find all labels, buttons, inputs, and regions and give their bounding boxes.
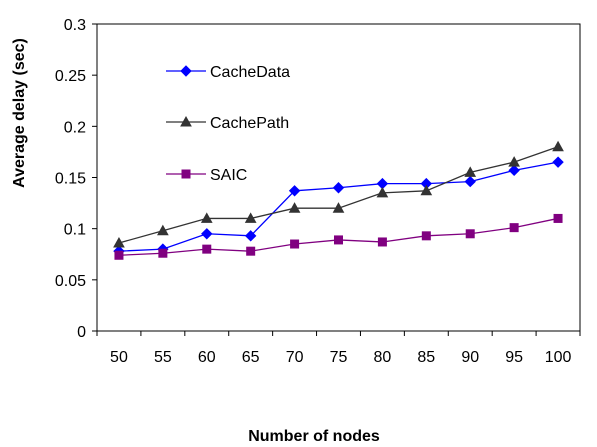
- x-tick-label: 60: [198, 349, 216, 366]
- x-tick-label: 70: [286, 349, 304, 366]
- legend-marker-saic: [181, 169, 191, 179]
- y-axis: 0 0.05 0.1 0.15 0.2 0.25 0.3: [55, 17, 97, 341]
- data-point-cachepath: [113, 236, 125, 248]
- series-layer: [113, 140, 564, 260]
- legend-item-cachepath: CachePath: [166, 115, 289, 132]
- y-axis-title: Average delay (sec): [11, 38, 28, 188]
- legend-label-cachedata: CacheData: [210, 64, 290, 81]
- y-tick-label: 0.15: [55, 171, 86, 188]
- x-tick-label: 90: [461, 349, 479, 366]
- data-point-saic: [334, 235, 343, 245]
- data-point-saic: [290, 239, 300, 249]
- y-tick-label: 0.1: [64, 222, 86, 239]
- x-tick-label: 95: [505, 349, 523, 366]
- x-tick-label: 100: [545, 349, 572, 366]
- data-point-cachepath: [244, 212, 257, 223]
- data-point-cachedata: [244, 230, 257, 242]
- data-point-cachepath: [332, 202, 345, 213]
- plot-frame: [96, 23, 581, 332]
- data-point-cachepath: [376, 186, 389, 198]
- x-axis: 50 55 60 65 70 75 80 85 90 95 100: [96, 331, 581, 366]
- data-point-saic: [158, 248, 168, 258]
- data-point-cachepath: [552, 140, 564, 152]
- data-point-cachepath: [464, 166, 477, 177]
- series-line-cachepath: [118, 146, 559, 244]
- legend-item-saic: SAIC: [166, 167, 247, 184]
- plot-area-border: [96, 23, 581, 332]
- data-point-saic: [509, 223, 519, 233]
- x-tick-label: 85: [417, 349, 435, 366]
- data-point-cachepath: [420, 184, 433, 196]
- y-tick-label: 0.2: [64, 119, 86, 136]
- data-point-saic: [246, 246, 256, 256]
- legend-marker-cachepath: [180, 115, 192, 127]
- data-point-cachepath: [200, 212, 213, 223]
- series-cachepath: [113, 140, 564, 248]
- y-tick-label: 0.25: [55, 68, 86, 85]
- data-point-saic: [421, 231, 431, 241]
- series-saic: [114, 213, 563, 260]
- data-point-saic: [465, 229, 475, 239]
- data-point-saic: [553, 213, 563, 223]
- data-point-cachedata: [464, 175, 476, 188]
- legend-item-cachedata: CacheData: [166, 64, 290, 81]
- data-point-cachepath: [508, 156, 520, 167]
- legend-label-saic: SAIC: [210, 167, 247, 184]
- data-point-saic: [114, 250, 124, 260]
- y-tick-label: 0: [77, 324, 86, 341]
- legend-marker-cachedata: [180, 65, 192, 77]
- x-tick-label: 55: [154, 349, 172, 366]
- data-point-cachedata: [552, 156, 564, 168]
- x-tick-label: 50: [110, 349, 128, 366]
- legend-label-cachepath: CachePath: [210, 115, 289, 132]
- legend: CacheData CachePath SAIC: [166, 64, 290, 184]
- x-tick-label: 80: [374, 349, 392, 366]
- data-point-cachedata: [201, 228, 213, 240]
- data-point-saic: [377, 237, 387, 247]
- data-point-saic: [202, 244, 212, 254]
- data-point-cachepath: [288, 202, 301, 213]
- y-tick-label: 0.05: [55, 273, 86, 290]
- x-axis-title: Number of nodes: [248, 428, 380, 445]
- data-point-cachedata: [332, 182, 345, 194]
- x-tick-label: 75: [330, 349, 348, 366]
- data-point-cachedata: [288, 185, 301, 197]
- x-tick-label: 65: [242, 349, 260, 366]
- data-point-cachedata: [508, 164, 520, 177]
- y-tick-label: 0.3: [64, 17, 86, 34]
- data-point-cachepath: [157, 224, 169, 236]
